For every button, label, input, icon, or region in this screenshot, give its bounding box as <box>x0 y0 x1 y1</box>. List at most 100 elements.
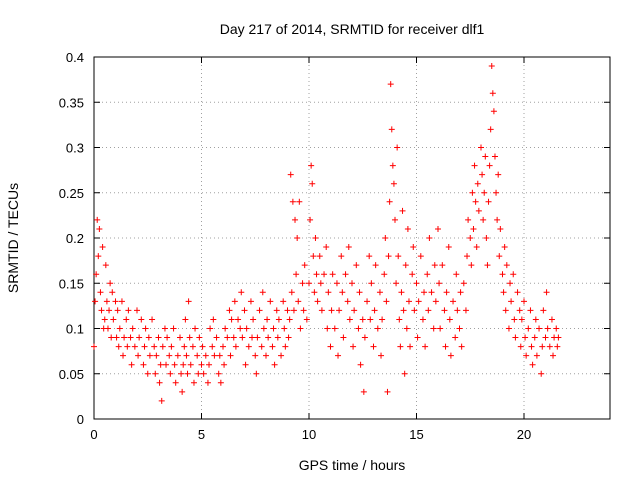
data-point <box>413 280 420 287</box>
data-point <box>103 298 110 305</box>
data-point <box>544 325 551 332</box>
data-point <box>198 361 205 368</box>
data-point <box>224 334 231 341</box>
data-point <box>349 280 355 287</box>
data-point <box>538 370 545 377</box>
data-point <box>397 343 404 350</box>
data-point <box>468 262 475 269</box>
data-point <box>456 325 463 332</box>
data-point <box>357 361 364 368</box>
data-point <box>527 307 534 314</box>
data-point <box>443 289 450 296</box>
data-point <box>179 388 186 395</box>
y-axis: 0 0.05 0.1 0.15 0.2 0.25 0.3 0.35 0.4 <box>59 50 610 427</box>
data-point <box>445 244 452 251</box>
data-point <box>140 361 147 368</box>
data-point <box>131 343 138 350</box>
data-point <box>441 307 448 314</box>
data-point <box>554 343 561 350</box>
data-point <box>339 289 346 296</box>
data-point <box>405 298 412 305</box>
data-point <box>511 316 518 323</box>
data-point <box>382 235 389 241</box>
data-point <box>145 334 152 341</box>
data-point <box>202 352 209 359</box>
data-point <box>307 216 314 223</box>
data-point <box>446 316 453 323</box>
data-point <box>183 352 190 359</box>
data-point <box>500 289 507 296</box>
x-tick-label: 5 <box>198 427 205 442</box>
data-point <box>194 352 201 359</box>
data-point <box>502 307 509 314</box>
data-point <box>312 235 319 241</box>
data-point <box>230 334 237 341</box>
data-point <box>489 90 496 97</box>
data-point <box>404 225 411 232</box>
data-point <box>372 262 379 269</box>
data-point <box>381 271 388 278</box>
data-point <box>158 397 165 404</box>
data-point <box>98 307 105 314</box>
data-point <box>250 316 257 323</box>
data-point <box>95 253 102 260</box>
data-point <box>237 325 244 332</box>
data-point <box>396 316 403 323</box>
data-point <box>338 253 345 260</box>
data-point <box>297 325 304 332</box>
data-point <box>374 325 381 332</box>
data-point <box>414 334 421 341</box>
data-point <box>493 189 500 196</box>
data-point <box>501 244 508 251</box>
data-point <box>430 325 437 332</box>
data-point <box>270 325 277 332</box>
data-point <box>491 153 498 160</box>
data-point <box>353 262 360 269</box>
data-point <box>220 343 226 350</box>
data-point <box>125 307 132 314</box>
data-point <box>129 325 136 332</box>
data-point <box>480 216 487 223</box>
data-point <box>505 325 512 332</box>
data-point <box>426 235 433 241</box>
data-point <box>109 289 116 296</box>
data-point <box>168 343 175 350</box>
data-point <box>474 180 481 187</box>
data-point <box>187 361 194 368</box>
data-point <box>195 370 202 377</box>
data-point <box>340 334 347 341</box>
data-point <box>269 343 276 350</box>
data-point <box>112 298 119 305</box>
data-point <box>490 108 497 115</box>
data-point <box>96 225 103 232</box>
data-point <box>514 289 521 296</box>
data-point <box>400 307 407 314</box>
data-point <box>548 316 555 323</box>
x-tick-label: 15 <box>409 427 423 442</box>
data-point <box>454 307 461 314</box>
data-point <box>317 280 324 287</box>
data-point <box>335 352 342 359</box>
data-point <box>447 352 454 359</box>
data-point <box>346 316 353 323</box>
data-point <box>189 343 196 350</box>
data-point <box>387 81 394 88</box>
data-point <box>121 334 128 341</box>
data-point <box>361 334 368 341</box>
y-tick-label: 0.35 <box>59 95 84 110</box>
data-point <box>286 316 293 323</box>
data-point <box>239 334 246 341</box>
data-point <box>120 352 127 359</box>
data-point <box>384 388 391 395</box>
data-point <box>106 307 113 314</box>
data-point <box>256 307 263 314</box>
data-point <box>102 262 109 269</box>
data-point <box>497 225 504 232</box>
data-point <box>94 216 101 223</box>
data-point <box>163 361 170 368</box>
y-tick-label: 0.1 <box>66 322 84 337</box>
data-point <box>303 316 310 323</box>
data-point <box>294 235 301 241</box>
data-point <box>299 280 306 287</box>
